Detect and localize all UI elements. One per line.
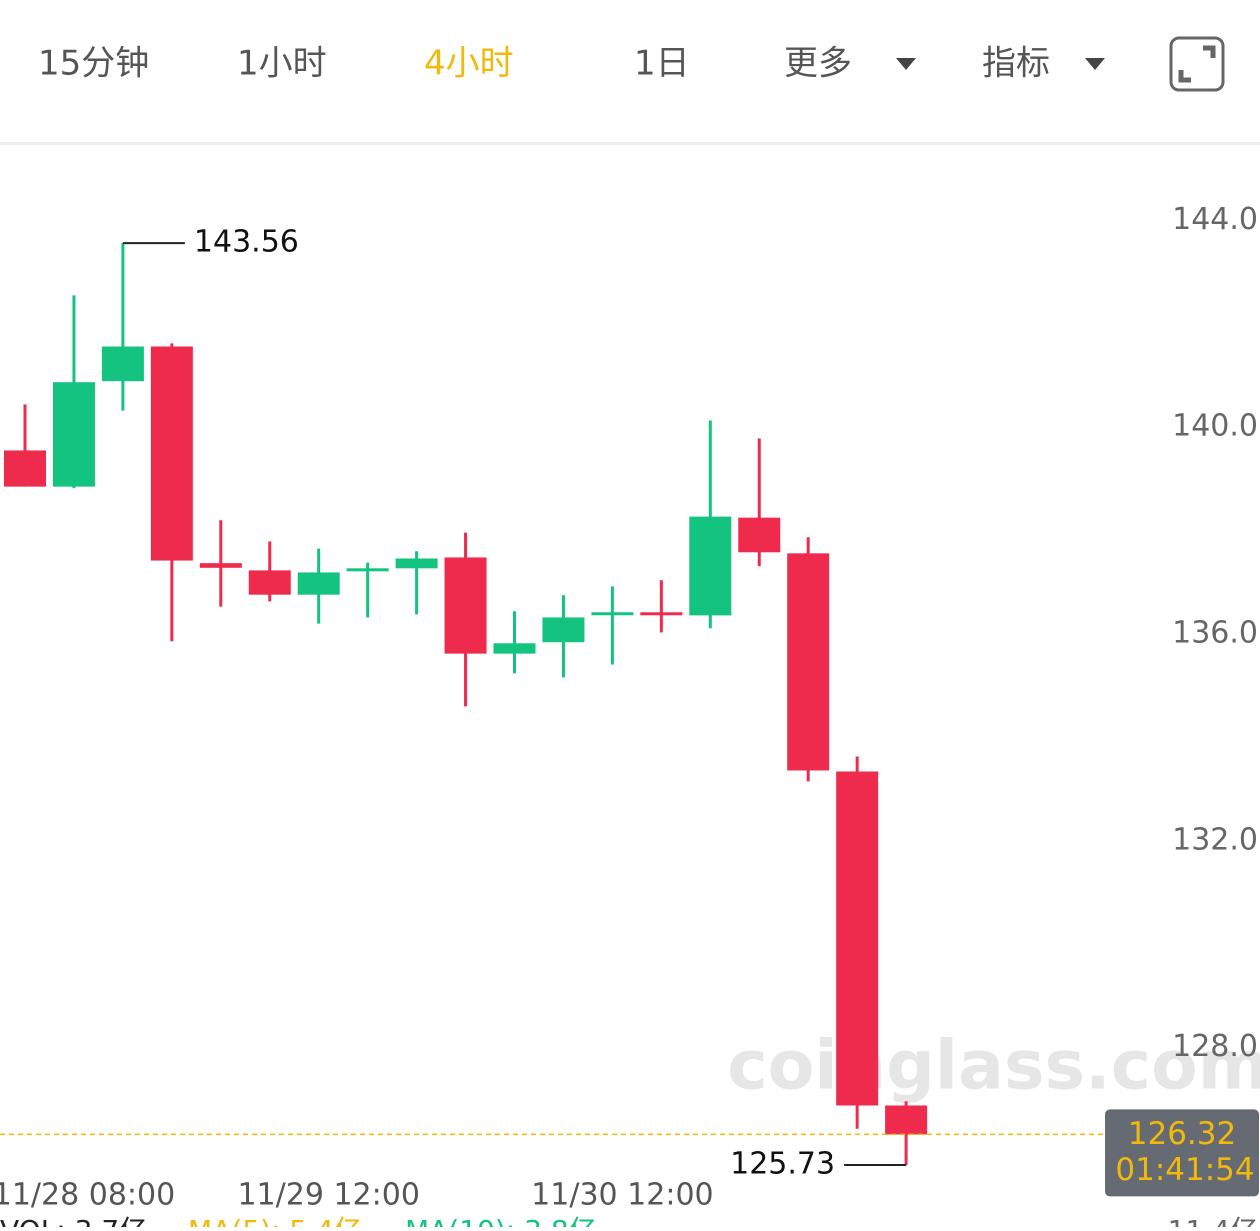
dropdown-arrow[interactable] (1085, 58, 1105, 70)
dropdown-arrow[interactable] (896, 58, 916, 70)
max-label: 143.56 (194, 225, 299, 260)
candle-body (101, 346, 144, 382)
candle-body (199, 563, 242, 568)
candle-body (738, 517, 781, 553)
y-tick-label: 140.0 (1172, 409, 1258, 444)
volume-axis-label: 11.4亿 (1168, 1214, 1258, 1227)
volume-legend: MA(5): 5.4亿 (188, 1214, 362, 1227)
x-tick-label: 11/30 12:00 (531, 1178, 713, 1213)
candle-body (591, 612, 634, 616)
candle-body (248, 570, 291, 595)
divider (0, 142, 1260, 145)
candle-body (542, 617, 585, 643)
candle-body (885, 1105, 928, 1135)
tab[interactable]: 1日 (634, 44, 690, 84)
candle-body (493, 643, 536, 654)
candle-body (444, 557, 487, 654)
last-price-label: 126.32 (1128, 1116, 1236, 1152)
y-tick-label: 132.0 (1172, 822, 1258, 857)
y-tick-label: 128.0 (1172, 1029, 1258, 1064)
watermark: coinglass.com (727, 1027, 1260, 1106)
x-tick-label: 11/29 12:00 (237, 1178, 419, 1213)
tab[interactable]: 更多 (784, 44, 852, 84)
header: 15分钟 1小时 4小时 1日 更多 指标 (38, 36, 1225, 92)
candle-body (150, 346, 193, 561)
candle-body (4, 450, 46, 487)
countdown: 01:41:54 (1115, 1152, 1254, 1188)
x-tick-label: 11/28 08:00 (0, 1178, 175, 1213)
last-price-box (1105, 1109, 1259, 1197)
tab[interactable]: 1小时 (237, 44, 327, 84)
tab[interactable]: 指标 (982, 44, 1050, 84)
candle-body (640, 612, 683, 616)
y-tick-label: 136.0 (1172, 615, 1258, 650)
candle-body (395, 558, 438, 569)
tab[interactable]: 15分钟 (38, 44, 149, 84)
volume-legend: VOL: 3.7亿 (0, 1214, 147, 1227)
candle-body (297, 572, 340, 595)
tab-active[interactable]: 4小时 (424, 44, 514, 84)
candle-body (52, 382, 95, 487)
plot: 144.0 140.0 136.0 132.0 128.0 11/28 08:00 11/2… (0, 202, 1259, 1231)
candle-body (836, 771, 879, 1106)
min-label: 125.73 (730, 1146, 835, 1181)
candle-body (787, 553, 830, 771)
y-tick-label: 144.0 (1172, 202, 1258, 237)
volume-legend: MA(10): 3.8亿 (405, 1214, 597, 1227)
candle-body (689, 516, 732, 616)
fullscreen-button[interactable] (1169, 36, 1225, 92)
candle-body (346, 568, 389, 572)
